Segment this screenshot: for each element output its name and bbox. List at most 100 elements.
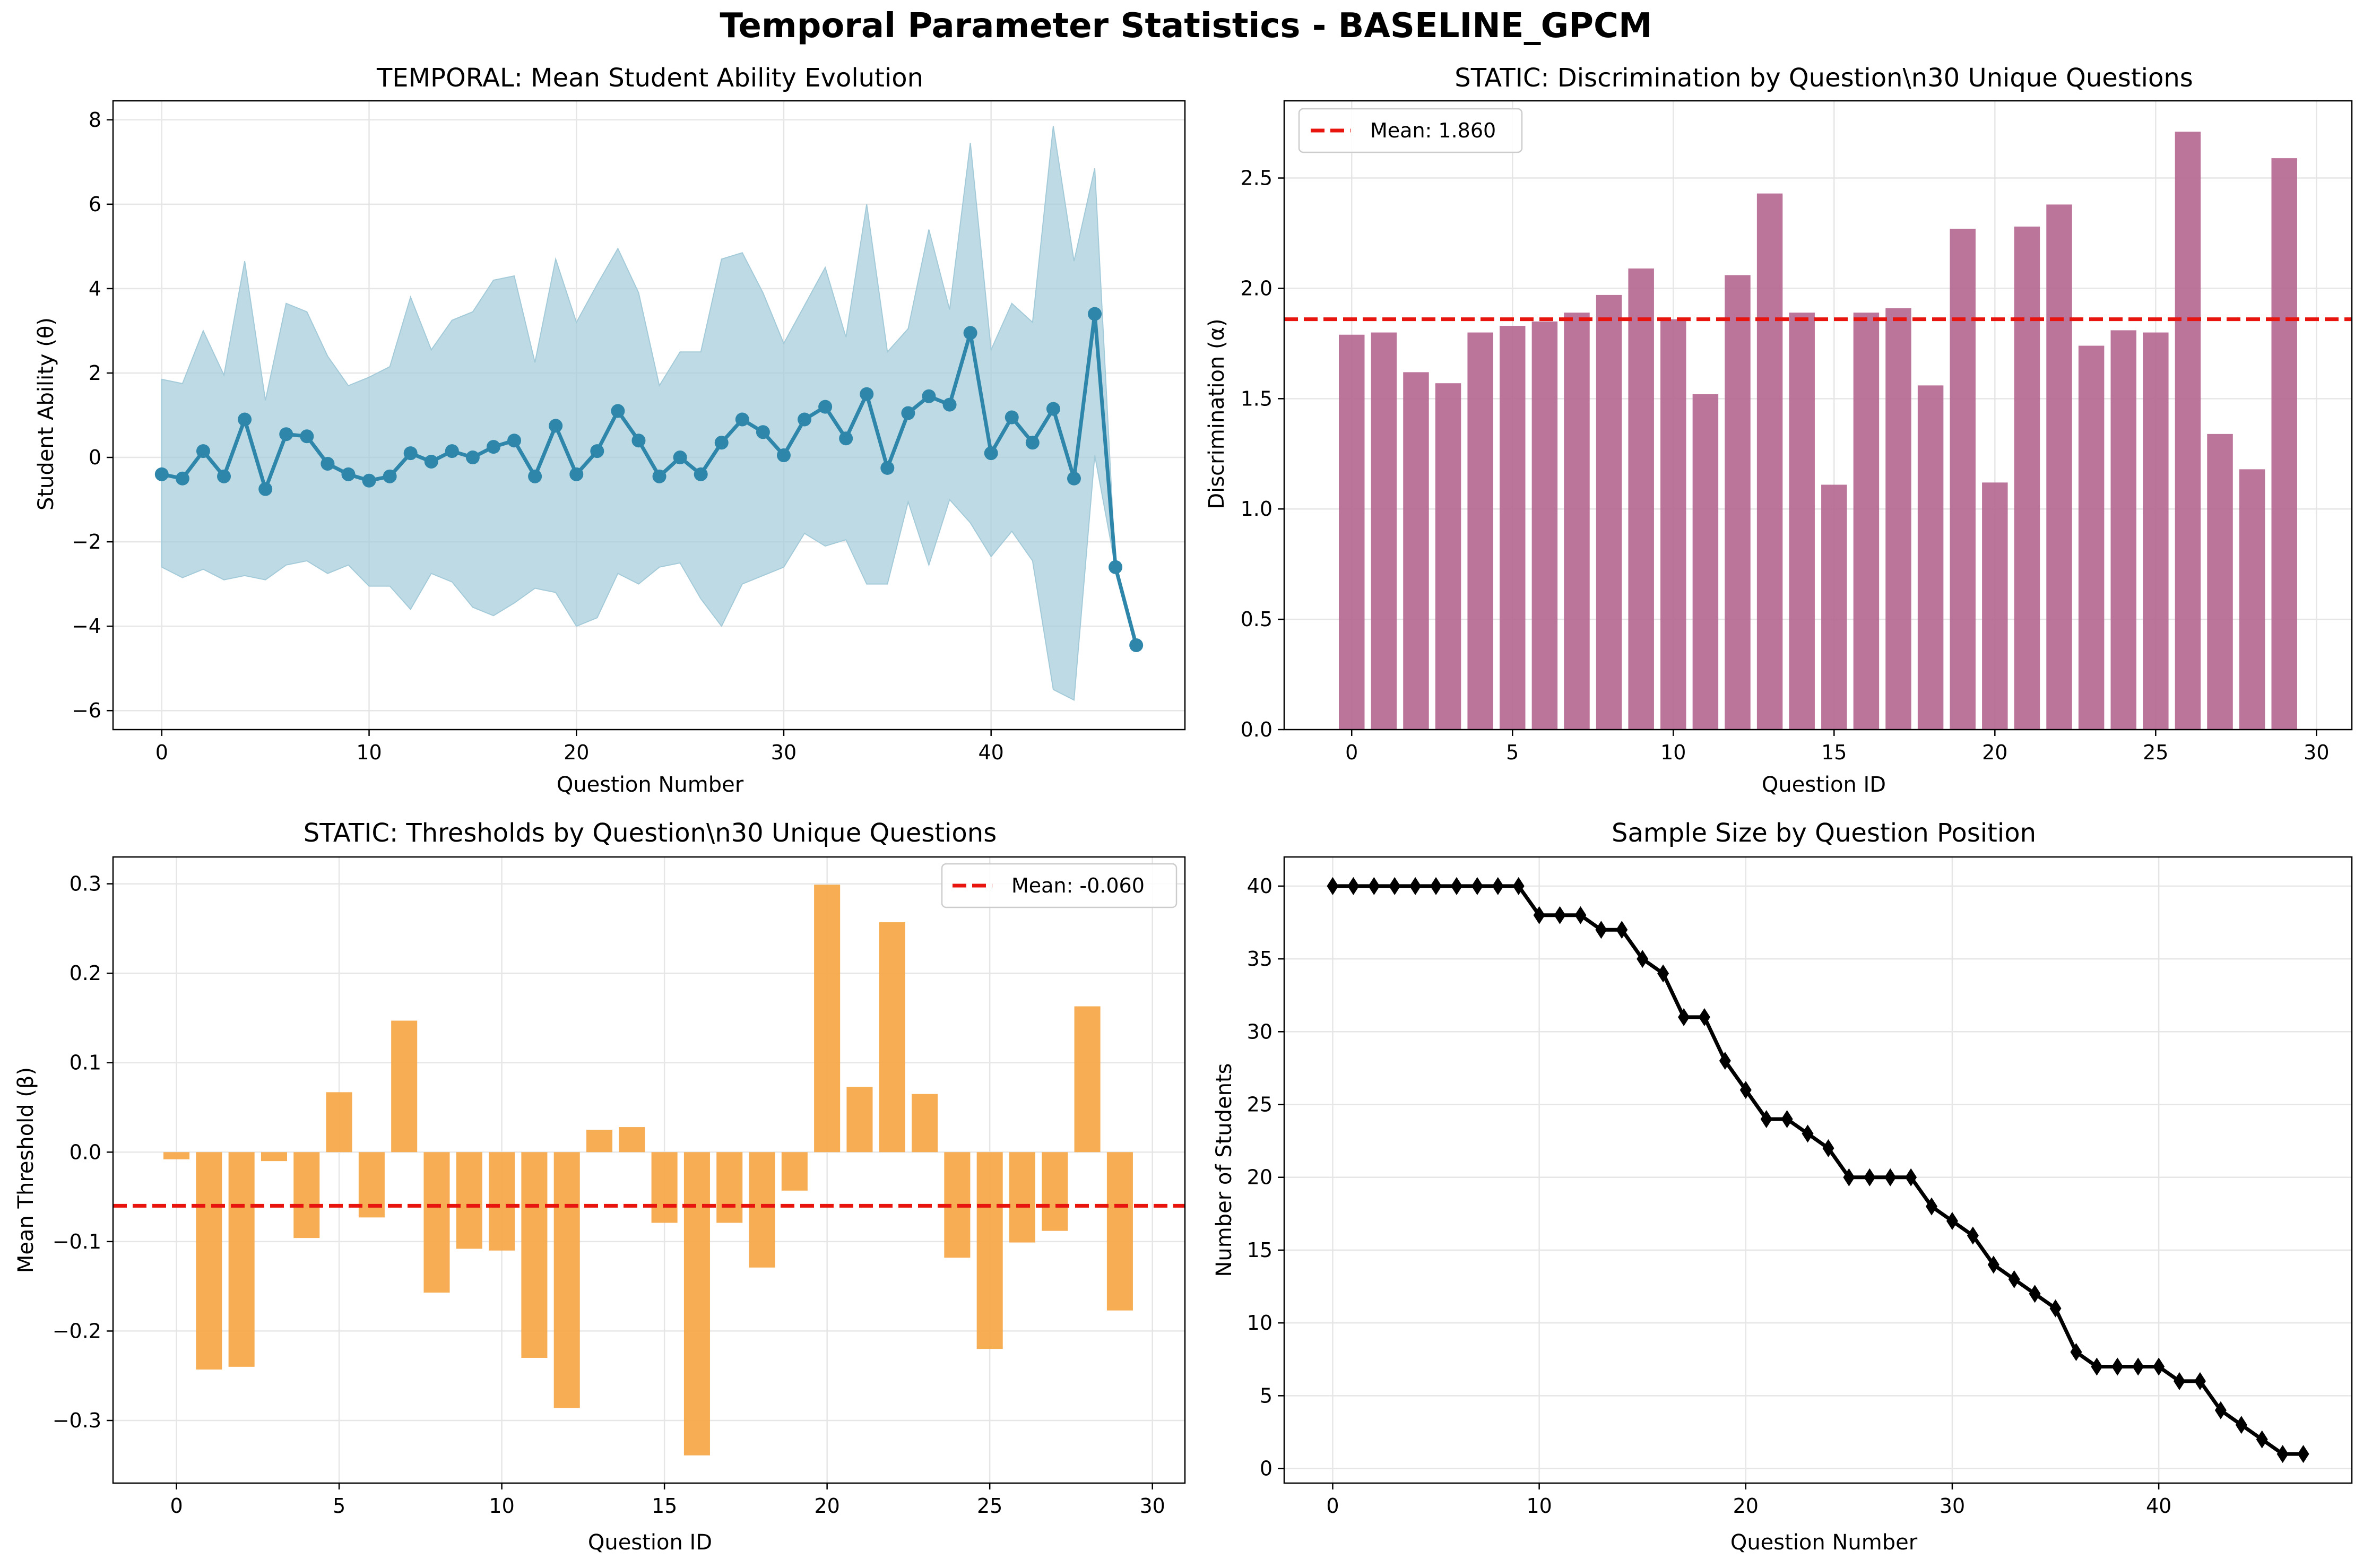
- ability-point: [611, 404, 625, 418]
- threshold-bar: [521, 1152, 548, 1358]
- discrimination-bar: [1596, 294, 1622, 730]
- x-tick-label: 30: [1940, 1494, 1965, 1518]
- sample-size-point: [1905, 1168, 1917, 1186]
- ability-point: [590, 444, 604, 458]
- ability-point: [300, 429, 314, 444]
- sample-size-point: [2008, 1270, 2020, 1288]
- sample-size-x-label: Question Number: [1730, 1530, 1918, 1555]
- threshold-bar: [683, 1152, 710, 1456]
- ability-point: [403, 446, 418, 461]
- sample-size-point: [2276, 1445, 2289, 1463]
- discrimination-bar: [2014, 227, 2040, 730]
- discrimination-bar: [1531, 321, 1558, 730]
- discrimination-bar: [1853, 313, 1880, 730]
- ability-point: [258, 482, 273, 496]
- y-tick-label: −2: [72, 530, 101, 553]
- sample-size-point: [2235, 1416, 2247, 1434]
- threshold-bar: [1106, 1152, 1133, 1311]
- sample-size-point: [1698, 1008, 1710, 1026]
- threshold-bar: [619, 1127, 645, 1153]
- sample-size-point: [1781, 1110, 1793, 1128]
- threshold-bar: [163, 1152, 190, 1159]
- sample-size-point: [1512, 877, 1525, 895]
- x-tick-label: 20: [564, 741, 589, 764]
- sample-size-point: [1946, 1212, 1958, 1231]
- y-tick-label: 2.0: [1241, 276, 1272, 300]
- sample-size-point: [1554, 906, 1566, 924]
- sample-size-point: [1368, 877, 1380, 895]
- ability-point: [424, 454, 438, 469]
- discrimination-bar: [1885, 308, 1911, 730]
- x-tick-label: 10: [356, 741, 382, 764]
- y-tick-label: 10: [1247, 1311, 1272, 1335]
- discrimination-bar: [1725, 275, 1751, 730]
- ability-point: [694, 467, 708, 481]
- ability-point: [569, 467, 584, 481]
- axes-frame: [112, 856, 1186, 1484]
- thresholds-chart-title: STATIC: Thresholds by Question\n30 Uniqu…: [304, 818, 997, 848]
- sample-size-chart-title: Sample Size by Question Position: [1612, 818, 2036, 848]
- figure-title: Temporal Parameter Statistics - BASELINE…: [720, 6, 1652, 46]
- discrimination-bar: [1500, 326, 1526, 730]
- threshold-bar: [553, 1152, 580, 1408]
- threshold-bar: [716, 1152, 743, 1223]
- y-tick-label: 4: [89, 277, 101, 300]
- ability-point: [341, 467, 356, 481]
- y-tick-label: −0.1: [53, 1230, 101, 1253]
- sample-size-point: [1678, 1008, 1690, 1026]
- ability-point: [445, 444, 459, 458]
- y-tick-label: 20: [1247, 1166, 1272, 1189]
- thresholds-y-label: Mean Threshold (β): [14, 1067, 38, 1273]
- y-tick-label: 15: [1247, 1238, 1272, 1262]
- sample-size-point: [2153, 1357, 2165, 1376]
- sample-size-point: [1595, 921, 1607, 939]
- discrimination-bar: [2239, 469, 2265, 730]
- y-tick-label: 0.3: [70, 872, 101, 896]
- threshold-bar: [326, 1092, 352, 1153]
- ability-point: [942, 397, 957, 412]
- x-tick-label: 20: [1733, 1494, 1759, 1518]
- threshold-bar: [976, 1152, 1003, 1349]
- sample-size-point: [1637, 950, 1649, 968]
- threshold-bar: [423, 1152, 450, 1293]
- ability-point: [175, 471, 189, 486]
- sample-size-point: [1430, 877, 1442, 895]
- sample-size-point: [1843, 1168, 1855, 1186]
- x-tick-label: 0: [155, 741, 168, 764]
- sample-size-point: [1884, 1168, 1897, 1186]
- y-tick-label: 0.0: [70, 1140, 101, 1164]
- discrimination-bar: [1660, 319, 1686, 730]
- sample-size-point: [2029, 1285, 2041, 1303]
- y-tick-label: 35: [1247, 947, 1272, 971]
- discrimination-x-label: Question ID: [1762, 773, 1886, 797]
- ability-point: [528, 469, 542, 483]
- y-tick-label: 30: [1247, 1020, 1272, 1043]
- discrimination-bar: [2143, 332, 2169, 730]
- sample-size-point: [1719, 1052, 1731, 1070]
- threshold-bar: [1042, 1152, 1068, 1231]
- sample-size-point: [1657, 964, 1669, 983]
- x-tick-label: 20: [814, 1494, 839, 1518]
- threshold-bar: [293, 1152, 320, 1238]
- sample-size-y-label: Number of Students: [1212, 1063, 1236, 1277]
- ability-point: [465, 451, 480, 465]
- sample-size-point: [1471, 877, 1483, 895]
- threshold-bar: [1074, 1006, 1101, 1153]
- x-tick-label: 30: [1140, 1494, 1165, 1518]
- x-tick-label: 10: [1526, 1494, 1552, 1518]
- discrimination-bar: [1435, 383, 1461, 730]
- ability-point: [735, 412, 749, 427]
- y-tick-label: −6: [72, 699, 101, 722]
- ability-point: [1109, 560, 1123, 574]
- x-tick-label: 0: [1326, 1494, 1339, 1518]
- ability-x-label: Question Number: [557, 773, 744, 797]
- discrimination-bar: [1564, 313, 1590, 730]
- x-tick-label: 10: [1660, 741, 1686, 764]
- ability-point: [880, 461, 895, 475]
- ability-point: [238, 412, 252, 427]
- threshold-bar: [912, 1094, 938, 1153]
- sample-size-point: [1987, 1255, 1999, 1274]
- threshold-bar: [261, 1152, 287, 1162]
